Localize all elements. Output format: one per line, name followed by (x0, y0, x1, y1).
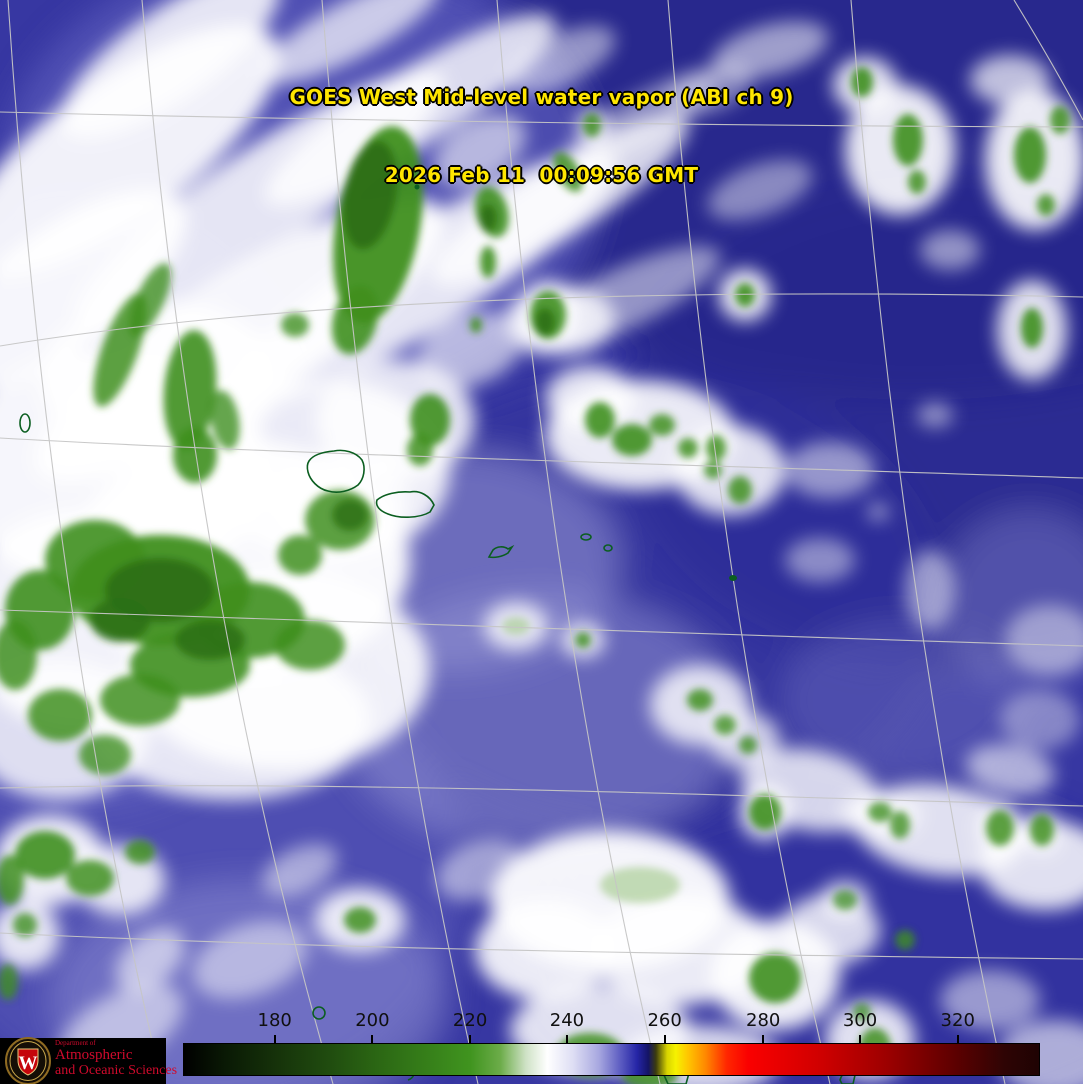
coastline-islet (580, 533, 592, 541)
colorbar-tick-label: 320 (940, 1010, 975, 1031)
logo-department: Department of (55, 1039, 96, 1047)
colorbar-tick-mark (273, 1035, 276, 1043)
coastline-islet (414, 184, 420, 190)
logo-line1: Atmospheric (55, 1047, 133, 1063)
logo-text: Department of Atmospheric and Oceanic Sc… (55, 1039, 177, 1079)
colorbar-tick-mark (663, 1035, 666, 1043)
aos-logo: W Department of Atmospheric and Oceanic … (0, 1037, 177, 1084)
colorbar-tick-label: 240 (549, 1010, 585, 1031)
colorbar-tick-label: 300 (842, 1010, 878, 1031)
coastline-tutuila (487, 544, 515, 559)
coastline-upolu (375, 490, 435, 518)
coastline-islet (603, 544, 613, 552)
coastline-islet (312, 1006, 326, 1020)
coastline-islet (729, 575, 737, 581)
title-line2: 2026 Feb 11 00:09:56 GMT (384, 163, 699, 187)
colorbar-tick-mark (859, 1035, 862, 1043)
colorbar-tick-label: 180 (257, 1010, 292, 1031)
colorbar-tick-mark (565, 1035, 568, 1043)
colorbar-tick-label: 280 (746, 1010, 781, 1031)
colorbar-tick-mark (469, 1035, 472, 1043)
longitude-line (321, 0, 479, 1084)
longitude-line (1013, 0, 1083, 121)
latitude-line (0, 293, 1083, 347)
colorbar-tick-label: 200 (355, 1010, 390, 1031)
image-title: GOES West Mid-level water vapor (ABI ch … (289, 32, 793, 240)
longitude-line (7, 0, 163, 1084)
colorbar: 180 200 220 240 260 280 300 320 (183, 1010, 1040, 1078)
colorbar-tick-label: 220 (452, 1010, 488, 1031)
uw-crest-icon: W (5, 1037, 51, 1084)
latitude-line (0, 111, 1083, 128)
colorbar-tick-label: 260 (647, 1010, 682, 1031)
longitude-line (850, 0, 1006, 1084)
colorbar-tick-mark (762, 1035, 765, 1043)
colorbar-tick-mark (371, 1035, 374, 1043)
cold-cloud-layer (0, 67, 1070, 1084)
colorbar-tick-mark (956, 1035, 959, 1043)
latitude-line (0, 785, 1083, 807)
longitude-line (496, 0, 661, 1084)
coastline-islet (19, 413, 31, 433)
latitude-line (0, 932, 1083, 960)
logo-line2: and Oceanic Sciences (55, 1063, 178, 1078)
coastline-savaii (306, 449, 365, 493)
longitude-line (667, 0, 831, 1084)
latitude-line (0, 609, 1083, 647)
crest-letter: W (19, 1053, 38, 1074)
longitude-line (141, 0, 334, 1084)
latitude-line (0, 437, 1083, 479)
title-line1: GOES West Mid-level water vapor (ABI ch … (289, 85, 794, 109)
colorbar-gradient (183, 1043, 1040, 1076)
